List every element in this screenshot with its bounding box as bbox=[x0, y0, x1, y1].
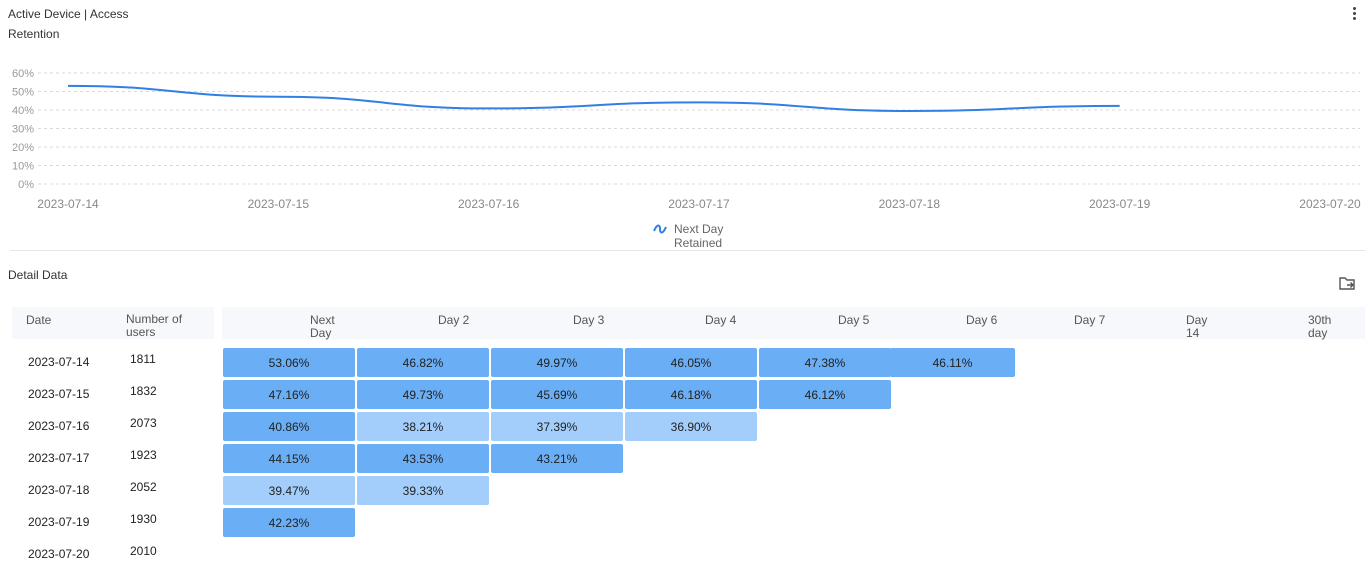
x-tick-label: 2023-07-17 bbox=[668, 197, 730, 211]
row-users: 1832 bbox=[130, 384, 157, 398]
retention-cell[interactable]: 39.47% bbox=[223, 476, 355, 505]
y-tick-label: 20% bbox=[12, 142, 34, 154]
retention-cell[interactable]: 46.05% bbox=[625, 348, 757, 377]
column-header[interactable]: Date bbox=[26, 313, 52, 327]
line-series-icon bbox=[653, 224, 667, 234]
x-tick-label: 2023-07-19 bbox=[1089, 197, 1151, 211]
column-header-day[interactable]: Day 7 bbox=[1074, 313, 1106, 327]
retention-cell[interactable]: 45.69% bbox=[491, 380, 623, 409]
row-date: 2023-07-20 bbox=[28, 547, 90, 561]
retention-cell[interactable]: 46.11% bbox=[890, 348, 1015, 377]
legend-label: Next Day Retained bbox=[674, 222, 724, 250]
y-tick-label: 40% bbox=[12, 105, 34, 117]
x-tick-label: 2023-07-16 bbox=[458, 197, 520, 211]
retention-line-chart: 60% 50% 40% 30% 20% 10% 0%2023-07-14 2023-07-15… bbox=[12, 68, 1361, 211]
row-date: 2023-07-16 bbox=[28, 419, 90, 433]
row-date: 2023-07-19 bbox=[28, 515, 90, 529]
chart-subtitle: Retention bbox=[8, 27, 60, 41]
column-header-day[interactable]: Next Day bbox=[310, 313, 335, 340]
retention-cell[interactable]: 39.33% bbox=[357, 476, 489, 505]
retention-cell[interactable]: 40.86% bbox=[223, 412, 355, 441]
x-tick-label: 2023-07-14 bbox=[37, 197, 99, 211]
retention-cell[interactable]: 49.97% bbox=[491, 348, 623, 377]
column-header[interactable]: Number of users bbox=[126, 312, 183, 339]
row-users: 2073 bbox=[130, 416, 157, 430]
row-users: 1811 bbox=[130, 352, 156, 366]
series-line bbox=[67, 84, 1120, 112]
column-header-day[interactable]: Day 5 bbox=[838, 313, 870, 327]
detail-data-title: Detail Data bbox=[8, 268, 68, 282]
y-tick-label: 30% bbox=[12, 124, 34, 136]
y-tick-label: 0% bbox=[18, 179, 34, 191]
divider bbox=[10, 250, 1365, 251]
row-users: 1923 bbox=[130, 448, 157, 462]
retention-cell[interactable]: 44.15% bbox=[223, 444, 355, 473]
table-header-left bbox=[12, 307, 214, 339]
retention-cell[interactable]: 53.06% bbox=[223, 348, 355, 377]
row-date: 2023-07-14 bbox=[28, 355, 90, 369]
page-title: Active Device | Access bbox=[8, 7, 129, 21]
legend-next-day-retained[interactable]: Next Day Retained bbox=[652, 222, 734, 250]
row-date: 2023-07-15 bbox=[28, 387, 90, 401]
row-users: 2052 bbox=[130, 480, 157, 494]
retention-cell[interactable]: 47.16% bbox=[223, 380, 355, 409]
row-date: 2023-07-18 bbox=[28, 483, 90, 497]
y-tick-label: 50% bbox=[12, 87, 34, 99]
table-header-right bbox=[222, 307, 1365, 339]
retention-cell[interactable]: 37.39% bbox=[491, 412, 623, 441]
x-tick-label: 2023-07-18 bbox=[879, 197, 941, 211]
x-tick-label: 2023-07-15 bbox=[248, 197, 310, 211]
y-tick-label: 10% bbox=[12, 161, 34, 173]
retention-cell[interactable]: 47.38% bbox=[759, 348, 891, 377]
retention-cell[interactable]: 42.23% bbox=[223, 508, 355, 537]
column-header-day[interactable]: Day 4 bbox=[705, 313, 737, 327]
column-header-day[interactable]: Day 2 bbox=[438, 313, 470, 327]
retention-cell[interactable]: 49.73% bbox=[357, 380, 489, 409]
retention-cell[interactable]: 43.53% bbox=[357, 444, 489, 473]
export-folder-icon[interactable] bbox=[1338, 274, 1356, 292]
column-header-day[interactable]: 30th day bbox=[1308, 313, 1332, 340]
row-date: 2023-07-17 bbox=[28, 451, 90, 465]
retention-cell[interactable]: 46.18% bbox=[625, 380, 757, 409]
column-header-day[interactable]: Day 14 bbox=[1186, 313, 1208, 340]
retention-cell[interactable]: 38.21% bbox=[357, 412, 489, 441]
retention-cell[interactable]: 46.82% bbox=[357, 348, 489, 377]
column-header-day[interactable]: Day 3 bbox=[573, 313, 605, 327]
row-users: 2010 bbox=[130, 544, 157, 558]
y-tick-label: 60% bbox=[12, 68, 34, 80]
more-vertical-icon[interactable] bbox=[1348, 6, 1360, 24]
x-tick-label: 2023-07-20 bbox=[1299, 197, 1361, 211]
retention-cell[interactable]: 46.12% bbox=[759, 380, 891, 409]
retention-cell[interactable]: 36.90% bbox=[625, 412, 757, 441]
column-header-day[interactable]: Day 6 bbox=[966, 313, 998, 327]
retention-cell[interactable]: 43.21% bbox=[491, 444, 623, 473]
row-users: 1930 bbox=[130, 512, 157, 526]
